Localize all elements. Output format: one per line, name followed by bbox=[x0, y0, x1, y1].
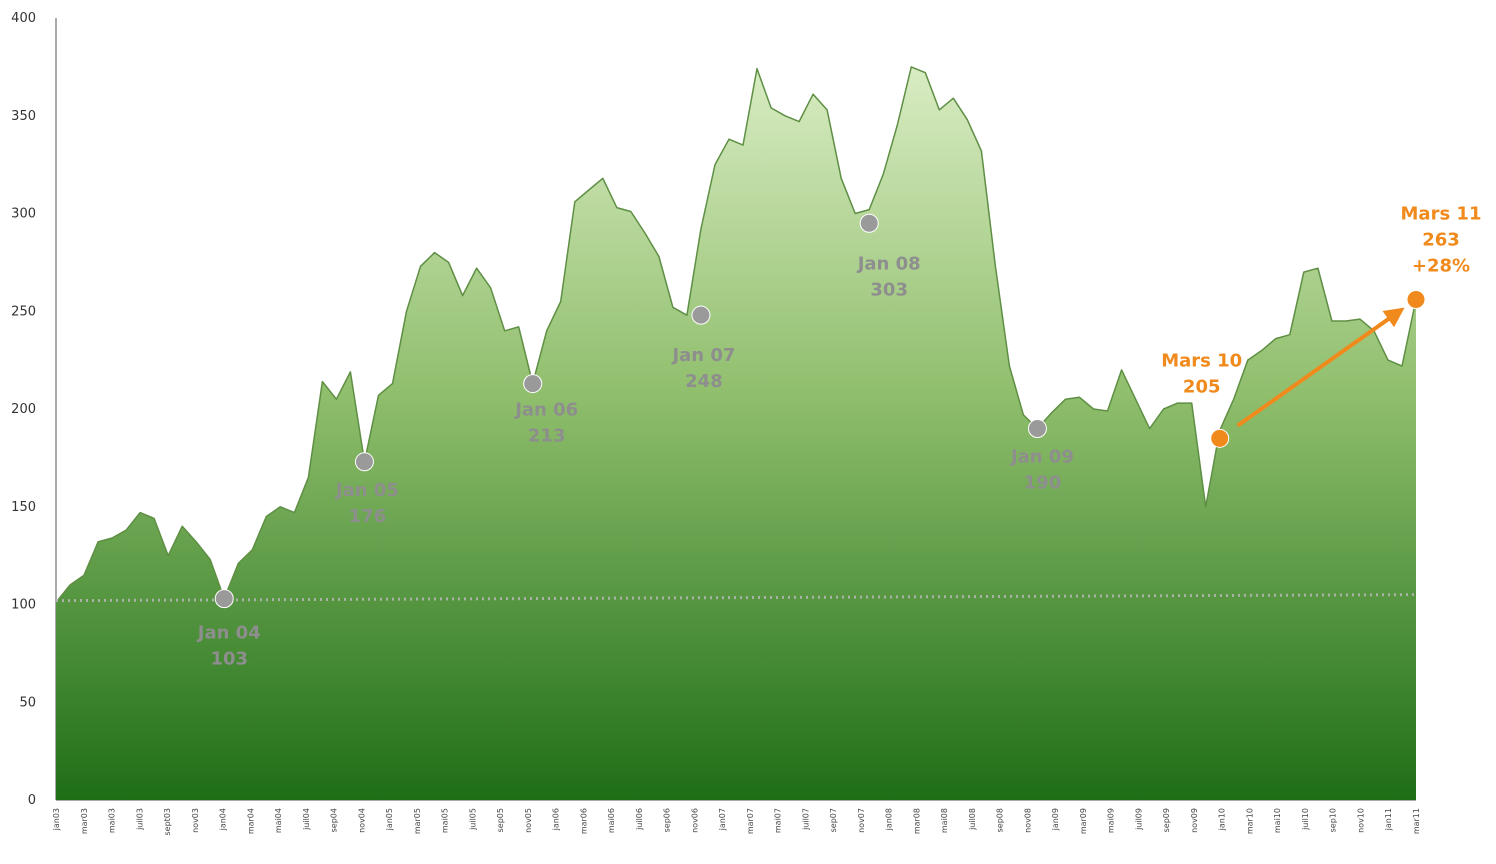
annotation-label: Jan 09 bbox=[1009, 447, 1074, 468]
x-tick-label: mai04 bbox=[274, 808, 283, 833]
y-tick-label: 350 bbox=[11, 109, 36, 124]
x-tick-label: mar03 bbox=[80, 808, 89, 834]
x-tick-label: mai10 bbox=[1273, 808, 1282, 833]
x-tick-label: mar07 bbox=[746, 808, 755, 834]
x-tick-label: juil05 bbox=[468, 808, 477, 831]
x-tick-label: juil09 bbox=[1134, 808, 1143, 831]
y-tick-label: 150 bbox=[11, 500, 36, 515]
x-tick-label: jan04 bbox=[219, 808, 228, 831]
annotation-label: Jan 04 bbox=[196, 623, 261, 644]
annotation-value: 190 bbox=[1024, 473, 1062, 494]
x-tick-label: mai03 bbox=[108, 808, 117, 833]
annotation-change: +28% bbox=[1412, 256, 1470, 277]
x-tick-label: nov03 bbox=[191, 808, 200, 833]
x-tick-label: mar05 bbox=[413, 808, 422, 834]
x-tick-label: mai09 bbox=[1107, 808, 1116, 833]
annotation-label: Mars 10 bbox=[1161, 350, 1242, 371]
x-tick-label: jan09 bbox=[1051, 808, 1060, 831]
annotation-value: 263 bbox=[1422, 230, 1460, 251]
y-tick-label: 50 bbox=[19, 695, 36, 710]
marker-point bbox=[1406, 290, 1426, 310]
x-tick-label: jan05 bbox=[385, 808, 394, 831]
marker-point bbox=[859, 213, 879, 233]
x-tick-label: mai07 bbox=[774, 808, 783, 833]
y-tick-label: 200 bbox=[11, 402, 36, 417]
x-tick-label: mai08 bbox=[940, 808, 949, 833]
x-tick-label: mai05 bbox=[441, 808, 450, 833]
annotation-label: Jan 07 bbox=[670, 345, 735, 366]
x-tick-label: juil03 bbox=[135, 808, 144, 831]
marker-point bbox=[214, 589, 234, 609]
series-line bbox=[55, 66, 1417, 603]
marker-point bbox=[1210, 428, 1230, 448]
x-tick-label: sep09 bbox=[1162, 808, 1171, 832]
x-tick-label: jan10 bbox=[1218, 808, 1227, 831]
x-tick-label: jan06 bbox=[552, 808, 561, 831]
x-tick-label: juil04 bbox=[302, 808, 311, 831]
x-tick-label: sep05 bbox=[496, 808, 505, 832]
x-tick-label: nov08 bbox=[1023, 808, 1032, 833]
annotation-value: 248 bbox=[685, 371, 723, 392]
x-tick-label: mar11 bbox=[1412, 808, 1421, 834]
x-tick-label: sept03 bbox=[163, 808, 172, 835]
annotation-value: 303 bbox=[870, 279, 908, 300]
marker-point bbox=[523, 374, 543, 394]
x-tick-label: nov10 bbox=[1356, 808, 1365, 833]
x-tick-label: nov06 bbox=[690, 808, 699, 833]
y-tick-label: 0 bbox=[28, 793, 36, 808]
annotation-value: 213 bbox=[528, 426, 566, 447]
x-tick-label: mar09 bbox=[1079, 808, 1088, 834]
x-tick-label: nov04 bbox=[357, 808, 366, 833]
marker-point bbox=[354, 452, 374, 472]
x-tick-label: mar08 bbox=[912, 808, 921, 834]
annotation-value: 205 bbox=[1183, 376, 1221, 397]
x-tick-label: juil07 bbox=[801, 808, 810, 831]
area-series bbox=[56, 66, 1416, 800]
x-tick-label: jan03 bbox=[52, 808, 61, 831]
annotation-label: Mars 11 bbox=[1401, 204, 1482, 225]
x-tick-label: mar06 bbox=[579, 808, 588, 834]
annotation-label: Jan 05 bbox=[334, 480, 399, 501]
annotation-value: 176 bbox=[349, 506, 387, 527]
marker-point bbox=[691, 305, 711, 325]
x-tick-label: nov09 bbox=[1190, 808, 1199, 833]
x-tick-label: nov07 bbox=[857, 808, 866, 833]
marker-point bbox=[1027, 419, 1047, 439]
x-tick-label: sep08 bbox=[996, 808, 1005, 832]
annotation-label: Jan 06 bbox=[513, 400, 578, 421]
x-tick-label: sep06 bbox=[663, 808, 672, 832]
y-tick-label: 250 bbox=[11, 304, 36, 319]
x-tick-label: mar04 bbox=[246, 808, 255, 834]
x-tick-label: juil08 bbox=[968, 808, 977, 831]
growth-arrow bbox=[1236, 307, 1405, 428]
annotation-label: Jan 08 bbox=[856, 253, 921, 274]
annotation-value: 103 bbox=[210, 649, 248, 670]
x-tick-label: jan11 bbox=[1384, 808, 1393, 831]
x-tick-label: sep10 bbox=[1329, 808, 1338, 832]
x-tick-label: juil06 bbox=[635, 808, 644, 831]
x-tick-label: sep04 bbox=[330, 808, 339, 832]
y-tick-label: 400 bbox=[11, 11, 36, 26]
x-tick-label: nov05 bbox=[524, 808, 533, 833]
x-tick-label: juil10 bbox=[1301, 808, 1310, 831]
y-tick-label: 100 bbox=[11, 598, 36, 613]
x-tick-label: mai06 bbox=[607, 808, 616, 833]
x-tick-label: sep07 bbox=[829, 808, 838, 832]
x-tick-label: jan07 bbox=[718, 808, 727, 831]
x-tick-label: mar10 bbox=[1245, 808, 1254, 834]
y-tick-label: 300 bbox=[11, 207, 36, 222]
x-tick-label: jan08 bbox=[885, 808, 894, 831]
